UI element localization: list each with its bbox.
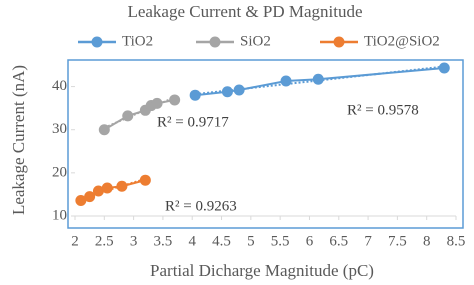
x-tick-label: 5 — [247, 233, 255, 249]
y-axis-label: Leakage Current (nA) — [9, 65, 28, 215]
r-squared: R² = 0.9263 — [165, 198, 237, 214]
trendline — [103, 96, 176, 129]
point — [169, 94, 181, 106]
x-tick-label: 8 — [423, 233, 431, 249]
point — [139, 174, 151, 186]
point — [151, 97, 163, 109]
x-tick-label: 6.5 — [329, 233, 348, 249]
x-tick-label: 2 — [71, 233, 79, 249]
x-tick-label: 3.5 — [154, 233, 173, 249]
trendline — [80, 177, 146, 200]
point — [98, 124, 110, 136]
plot-frame — [67, 59, 464, 229]
x-tick-label: 5.5 — [271, 233, 290, 249]
x-tick-label: 3 — [130, 233, 138, 249]
x-tick-label: 8.5 — [447, 233, 466, 249]
legend-marker — [91, 36, 103, 48]
point — [116, 180, 128, 192]
x-tick-label: 4 — [188, 233, 196, 249]
point — [280, 75, 292, 87]
point — [312, 73, 324, 85]
x-tick-label: 4.5 — [212, 233, 231, 249]
y-tick-label: 30 — [52, 121, 67, 137]
legend-marker — [333, 36, 345, 48]
legend-label: SiO2 — [240, 33, 271, 49]
y-tick-label: 20 — [52, 164, 67, 180]
point — [189, 89, 201, 101]
x-tick-label: 6 — [306, 233, 314, 249]
legend-marker — [209, 36, 221, 48]
point — [233, 84, 245, 96]
x-axis-label: Partial Dicharge Magnitude (pC) — [150, 261, 374, 280]
point — [438, 62, 450, 74]
x-tick-label: 2.5 — [95, 233, 114, 249]
point — [221, 86, 233, 98]
y-tick-label: 40 — [52, 78, 67, 94]
point — [84, 191, 96, 203]
r-squared: R² = 0.9717 — [157, 114, 229, 130]
point — [101, 182, 113, 194]
legend-label: TiO2 — [122, 33, 153, 49]
chart-title: Leakage Current & PD Magnitude — [127, 2, 362, 21]
x-tick-label: 7 — [364, 233, 372, 249]
point — [75, 194, 87, 206]
x-tick-label: 7.5 — [388, 233, 407, 249]
point — [122, 110, 134, 122]
legend-label: TiO2@SiO2 — [364, 33, 440, 49]
point — [92, 185, 104, 197]
y-tick-label: 10 — [52, 207, 67, 223]
r-squared: R² = 0.9578 — [347, 102, 419, 118]
